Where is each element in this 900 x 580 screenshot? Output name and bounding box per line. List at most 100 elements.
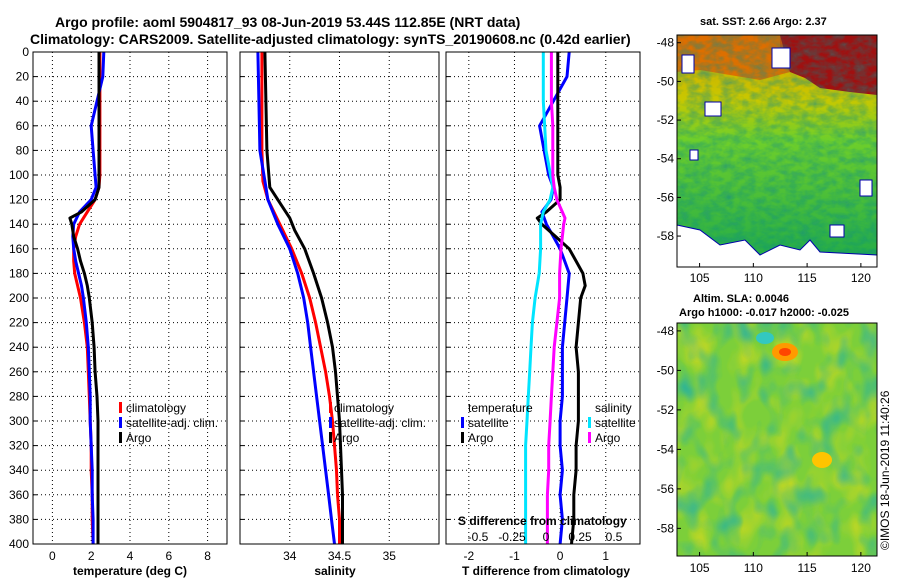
x-tick-label: 34 [283, 549, 297, 563]
map-lon-label: 115 [798, 271, 817, 285]
map-lat-label: -52 [657, 113, 675, 127]
x-tick-label: -2 [463, 549, 474, 563]
difference-xlabel: T difference from climatology [462, 564, 630, 578]
sla-map-frame [676, 322, 878, 557]
salinity-lines [256, 52, 344, 544]
s-difference-label: S difference from climatology [458, 514, 627, 528]
depth-tick-labels: 0 20 40 60 80 100 120 140 160 180 200 220 240 260 280 3… [9, 45, 29, 551]
series-line-satellite-adj-clim- [71, 52, 106, 544]
temperature-frame [32, 51, 228, 545]
sla-teal-texture [677, 323, 877, 556]
map-lon-label: 110 [744, 271, 763, 285]
x-tick-label: 34.5 [328, 549, 352, 563]
map-lat-label: -56 [657, 482, 675, 496]
x-tick-label: 4 [127, 549, 134, 563]
temperature-xlabel: temperature (deg C) [73, 564, 187, 578]
salinity-grid [240, 51, 439, 545]
title-line-1: Argo profile: aoml 5904817_93 08-Jun-201… [55, 14, 520, 30]
x-tick-label: 1 [602, 549, 609, 563]
legend-s-argo: Argo [595, 431, 621, 445]
depth-tick-label: 0 [22, 45, 29, 59]
salinity-legend: climatology satellite-adj. clim. Argo [329, 401, 426, 445]
legend-satellite: satellite-adj. clim. [126, 416, 218, 430]
s-difference-tick-label: -0.5 [468, 530, 489, 544]
depth-tick-label: 360 [9, 488, 29, 502]
legend-climatology: climatology [334, 401, 394, 415]
legend-swatch-argo [329, 432, 332, 443]
salinity-xlabel: salinity [314, 564, 356, 578]
depth-tick-label: 180 [9, 266, 29, 280]
s-difference-tick-labels: -0.5 -0.25 0 0.25 0.5 [468, 530, 623, 544]
sst-map-frame [676, 34, 878, 268]
depth-tick-label: 340 [9, 463, 29, 477]
map-lon-label: 120 [851, 561, 871, 575]
legend-s-satellite: satellite [595, 416, 636, 430]
legend-swatch-s-satellite [588, 417, 591, 428]
legend-swatch-argo [119, 432, 122, 443]
depth-tick-label: 100 [9, 168, 29, 182]
depth-tick-label: 300 [9, 414, 29, 428]
depth-tick-label: 260 [9, 365, 29, 379]
x-tick-label: -1 [509, 549, 520, 563]
depth-tick-label: 320 [9, 439, 29, 453]
legend-swatch-satellite [329, 417, 332, 428]
sla-high-anomaly-south [812, 452, 832, 468]
x-tick-label: 0 [557, 549, 564, 563]
sla-high-core [779, 348, 791, 356]
legend-salinity-title: salinity [595, 401, 632, 415]
sst-texture [677, 35, 877, 267]
map-lon-label: 110 [744, 561, 763, 575]
s-difference-tick-label: -0.25 [498, 530, 526, 544]
temperature-panel: 0204060801001201401601802002202402602803… [9, 45, 228, 578]
sla-title-line-1: Altim. SLA: 0.0046 [693, 293, 789, 305]
s-difference-tick-label: 0.25 [568, 530, 592, 544]
title-line-2: Climatology: CARS2009. Satellite-adjuste… [30, 31, 631, 47]
map-lon-label: 115 [798, 561, 817, 575]
legend-swatch-s-argo [588, 432, 591, 443]
depth-tick-label: 60 [16, 119, 30, 133]
depth-tick-label: 240 [9, 340, 29, 354]
series-line-s-satellite [524, 52, 555, 544]
salinity-frame [239, 51, 440, 545]
map-lon-label: 120 [851, 271, 871, 285]
temperature-grid [33, 51, 227, 545]
sst-map-title: sat. SST: 2.66 Argo: 2.37 [700, 16, 827, 28]
map-lat-label: -48 [657, 36, 675, 50]
map-lat-label: -52 [657, 403, 675, 417]
legend-argo: Argo [126, 431, 152, 445]
map-lat-label: -54 [657, 152, 675, 166]
legend-swatch-t-satellite [461, 417, 464, 428]
s-difference-tick-label: 0.5 [606, 530, 623, 544]
salinity-panel: 34 34.5 35 salinity climatology satellite-… [239, 51, 440, 578]
depth-tick-label: 120 [9, 193, 29, 207]
x-tick-label: 6 [165, 549, 172, 563]
difference-legend: temperature satellite Argo salinity sate… [461, 401, 636, 445]
map-lon-label: 105 [690, 271, 710, 285]
imos-credit: ©IMOS 18-Jun-2019 11:40:26 [878, 390, 892, 550]
depth-tick-label: 220 [9, 316, 29, 330]
series-line-t-satellite [538, 52, 571, 544]
series-line-argo [263, 52, 344, 544]
series-line-satellite-adj-clim- [256, 52, 336, 544]
sst-map: sat. SST: 2.66 Argo: 2.37 105 110 115 120 -4… [657, 16, 878, 285]
sla-map: Altim. SLA: 0.0046 Argo h1000: -0.017 h2… [657, 293, 878, 575]
s-difference-tick-label: 0 [543, 530, 550, 544]
difference-tick-labels: -2 -1 0 1 [463, 549, 609, 563]
map-lat-label: -54 [657, 442, 675, 456]
legend-t-satellite: satellite [468, 416, 509, 430]
salinity-tick-labels: 34 34.5 35 [283, 549, 396, 563]
map-lon-label: 105 [690, 561, 710, 575]
difference-lines [524, 52, 587, 544]
series-line-t-argo [535, 52, 587, 544]
x-tick-label: 35 [383, 549, 397, 563]
series-line-s-argo [545, 52, 567, 544]
sla-title-line-2: Argo h1000: -0.017 h2000: -0.025 [679, 307, 849, 319]
map-lat-label: -58 [657, 229, 675, 243]
difference-frame [445, 51, 641, 545]
legend-t-argo: Argo [468, 431, 494, 445]
map-lat-label: -50 [657, 363, 675, 377]
map-lat-label: -58 [657, 521, 675, 535]
difference-grid [446, 51, 640, 545]
map-lat-label: -48 [657, 324, 675, 338]
